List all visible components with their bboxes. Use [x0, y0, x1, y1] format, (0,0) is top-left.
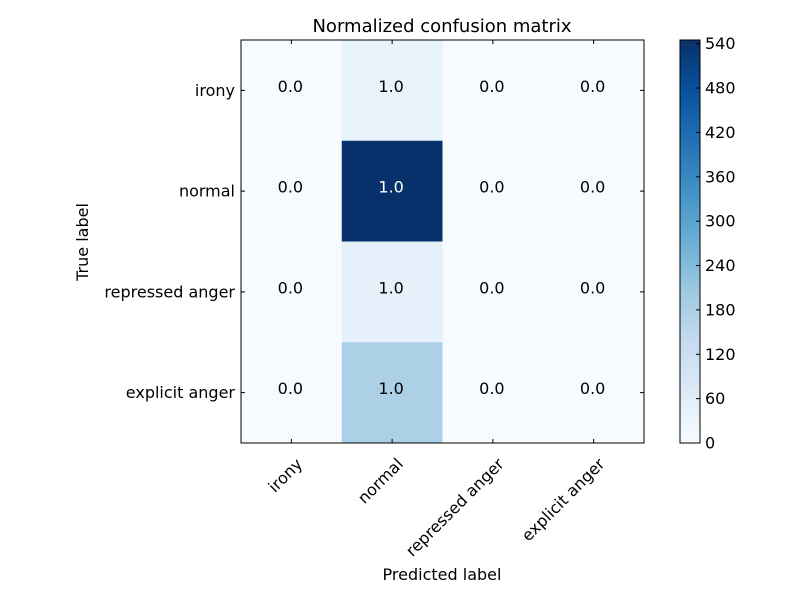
colorbar-tick-label: 120 — [705, 345, 736, 364]
x-tick-label: explicit anger — [518, 454, 609, 545]
heatmap-cell — [442, 40, 544, 142]
cell-value-label: 0.0 — [580, 77, 605, 96]
cell-value-label: 1.0 — [378, 178, 403, 197]
colorbar-tick-label: 420 — [705, 123, 736, 142]
cell-value-label: 0.0 — [278, 77, 303, 96]
heatmap-cell — [341, 241, 443, 343]
heatmap-cell-labels: 0.0 1.0 0.0 0.0 0.0 1.0 0.0 0.0 0.0 1.0 0.0 0.0 0.0 1… — [278, 77, 606, 398]
colorbar-tick-label: 180 — [705, 300, 736, 319]
cell-value-label: 1.0 — [378, 77, 403, 96]
colorbar-tick-label: 300 — [705, 212, 736, 231]
cell-value-label: 0.0 — [580, 178, 605, 197]
cell-value-label: 0.0 — [278, 379, 303, 398]
colorbar-tick-label: 0 — [705, 434, 715, 453]
y-tick-label: repressed anger — [104, 282, 235, 301]
x-tick-label: repressed anger — [402, 454, 508, 560]
heatmap-cell — [543, 342, 645, 444]
heatmap-cell — [442, 342, 544, 444]
colorbar-tick-label: 540 — [705, 34, 736, 53]
y-tick-label: irony — [195, 81, 235, 100]
cell-value-label: 0.0 — [479, 178, 504, 197]
cell-value-label: 0.0 — [580, 278, 605, 297]
heatmap-cell — [442, 241, 544, 343]
plot-frame — [240, 39, 645, 444]
heatmap-cell — [341, 342, 443, 444]
heatmap-cells — [241, 40, 645, 444]
heatmap-cell — [442, 140, 544, 242]
colorbar — [679, 39, 701, 444]
colorbar-tick-label: 360 — [705, 167, 736, 186]
heatmap-cell — [543, 140, 645, 242]
y-tick-label: normal — [179, 182, 235, 201]
chart-title: Normalized confusion matrix — [312, 16, 571, 37]
cell-value-label: 0.0 — [580, 379, 605, 398]
heatmap-cell — [543, 241, 645, 343]
y-axis-label: True label — [73, 203, 92, 282]
cell-value-label: 1.0 — [378, 278, 403, 297]
cell-value-label: 0.0 — [479, 278, 504, 297]
x-tick-label: normal — [354, 454, 407, 507]
heatmap-cell — [341, 40, 443, 142]
colorbar-tick-label: 480 — [705, 79, 736, 98]
heatmap-cell — [241, 40, 343, 142]
cell-value-label: 0.0 — [479, 77, 504, 96]
heatmap-cell — [241, 140, 343, 242]
colorbar-tick-label: 60 — [705, 389, 725, 408]
heatmap-cell — [341, 140, 443, 242]
y-axis-ticks: irony normal repressed anger explicit anger — [104, 81, 644, 402]
cell-value-label: 0.0 — [479, 379, 504, 398]
heatmap-cell — [241, 241, 343, 343]
cell-value-label: 0.0 — [278, 278, 303, 297]
colorbar-tick-label: 240 — [705, 256, 736, 275]
cell-value-label: 1.0 — [378, 379, 403, 398]
x-axis-label: Predicted label — [383, 565, 502, 584]
y-tick-label: explicit anger — [126, 383, 236, 402]
heatmap-cell — [241, 342, 343, 444]
colorbar-ticks: 0 60 120 180 240 300 360 420 480 540 — [696, 34, 736, 453]
cell-value-label: 0.0 — [278, 178, 303, 197]
heatmap-cell — [543, 40, 645, 142]
x-tick-label: irony — [264, 454, 306, 496]
